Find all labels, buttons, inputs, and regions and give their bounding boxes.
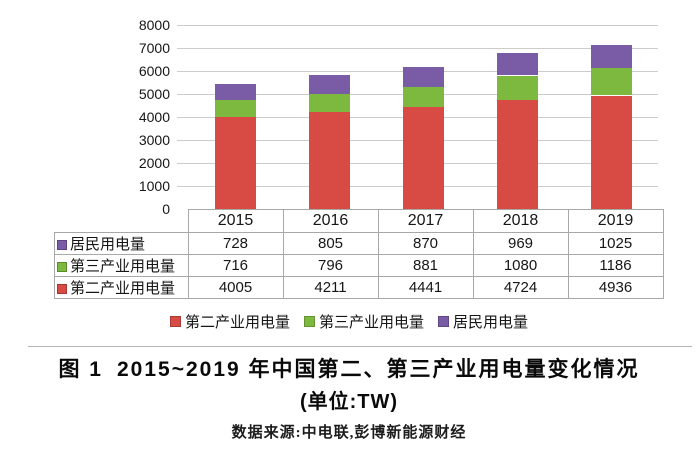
bar-segment	[590, 44, 632, 69]
table-blank-cell	[55, 210, 189, 233]
gridline	[177, 25, 658, 26]
row-label-cell: 第三产业用电量	[54, 254, 189, 277]
bar-segment	[214, 116, 256, 209]
legend-swatch-icon	[169, 316, 181, 327]
data-table: 2015 2016 2017 2018 2019 居民用电量 728 805 870 969 102…	[54, 209, 664, 299]
value-cell: 716	[187, 254, 284, 277]
legend-item: 居民用电量	[438, 311, 528, 332]
gridline	[177, 48, 658, 49]
y-axis-tick-label: 2000	[138, 155, 170, 171]
value-cell: 4211	[282, 276, 379, 299]
series-swatch-icon	[57, 262, 67, 272]
bar-segment	[402, 106, 444, 209]
legend-label: 第二产业用电量	[184, 314, 290, 331]
bar-segment	[214, 83, 256, 101]
table-row: 第二产业用电量 4005 4211 4441 4724 4936	[54, 276, 664, 299]
row-label-cell: 第二产业用电量	[54, 276, 189, 299]
data-source: 数据来源:中电联,彭博新能源财经	[231, 425, 467, 441]
row-label-cell: 居民用电量	[54, 232, 189, 255]
value-cell: 728	[187, 232, 284, 255]
legend-label: 第三产业用电量	[318, 314, 424, 331]
series-swatch-icon	[57, 240, 67, 250]
value-cell: 805	[282, 232, 379, 255]
value-cell: 1025	[567, 232, 664, 255]
caption-unit: (单位:TW)	[299, 391, 399, 413]
y-axis-tick-label: 1000	[138, 178, 170, 194]
table-year-header: 2018	[472, 209, 569, 233]
caption-divider	[28, 346, 692, 347]
figure-caption: 图 1 2015~2019 年中国第二、第三产业用电量变化情况	[0, 353, 698, 383]
bar-segment	[590, 95, 632, 209]
bar-segment	[308, 93, 350, 113]
y-axis-tick-label: 0	[162, 201, 170, 217]
y-axis-tick-label: 7000	[138, 40, 170, 56]
row-label: 第二产业用电量	[70, 280, 176, 297]
bar-segment	[308, 112, 350, 209]
table-row: 居民用电量 728 805 870 969 1025	[54, 232, 664, 255]
bar-segment	[402, 66, 444, 87]
value-cell: 4005	[187, 276, 284, 299]
value-cell: 1080	[472, 254, 569, 277]
value-cell: 4936	[567, 276, 664, 299]
bar-segment	[590, 68, 632, 96]
y-axis-tick-label: 3000	[138, 132, 170, 148]
legend-swatch-icon	[438, 316, 449, 327]
legend-label: 居民用电量	[453, 314, 529, 331]
table-year-header: 2016	[282, 209, 379, 233]
y-axis-tick-label: 4000	[138, 109, 170, 125]
table-year-header: 2019	[567, 209, 664, 233]
y-axis-tick-label: 5000	[138, 86, 170, 102]
table-year-header: 2017	[377, 209, 474, 233]
bar-segment	[496, 53, 538, 76]
bar-segment	[496, 100, 538, 209]
bar-segment	[402, 86, 444, 107]
table-header-row: 2015 2016 2017 2018 2019	[55, 209, 664, 233]
y-axis-tick-label: 8000	[138, 17, 170, 33]
legend-item: 第二产业用电量	[169, 311, 290, 332]
value-cell: 1186	[567, 254, 664, 277]
legend-item: 第三产业用电量	[303, 311, 424, 332]
bar-segment	[496, 75, 538, 101]
value-cell: 4441	[377, 276, 474, 299]
series-swatch-icon	[57, 284, 67, 294]
value-cell: 881	[377, 254, 474, 277]
bar-segment	[308, 75, 350, 94]
row-label: 居民用电量	[70, 236, 146, 253]
legend-swatch-icon	[303, 316, 315, 327]
row-label: 第三产业用电量	[70, 258, 176, 275]
value-cell: 870	[377, 232, 474, 255]
table-row: 第三产业用电量 716 796 881 1080 1186	[54, 254, 664, 277]
value-cell: 796	[282, 254, 379, 277]
y-axis-tick-label: 6000	[138, 63, 170, 79]
caption-title: 2015~2019 年中国第二、第三产业用电量变化情况	[116, 358, 640, 381]
value-cell: 4724	[472, 276, 569, 299]
chart-legend: 第二产业用电量 第三产业用电量 居民用电量	[0, 311, 698, 332]
caption-prefix: 图 1	[58, 358, 103, 381]
bar-segment	[214, 100, 256, 117]
value-cell: 969	[472, 232, 569, 255]
table-year-header: 2015	[187, 209, 284, 233]
